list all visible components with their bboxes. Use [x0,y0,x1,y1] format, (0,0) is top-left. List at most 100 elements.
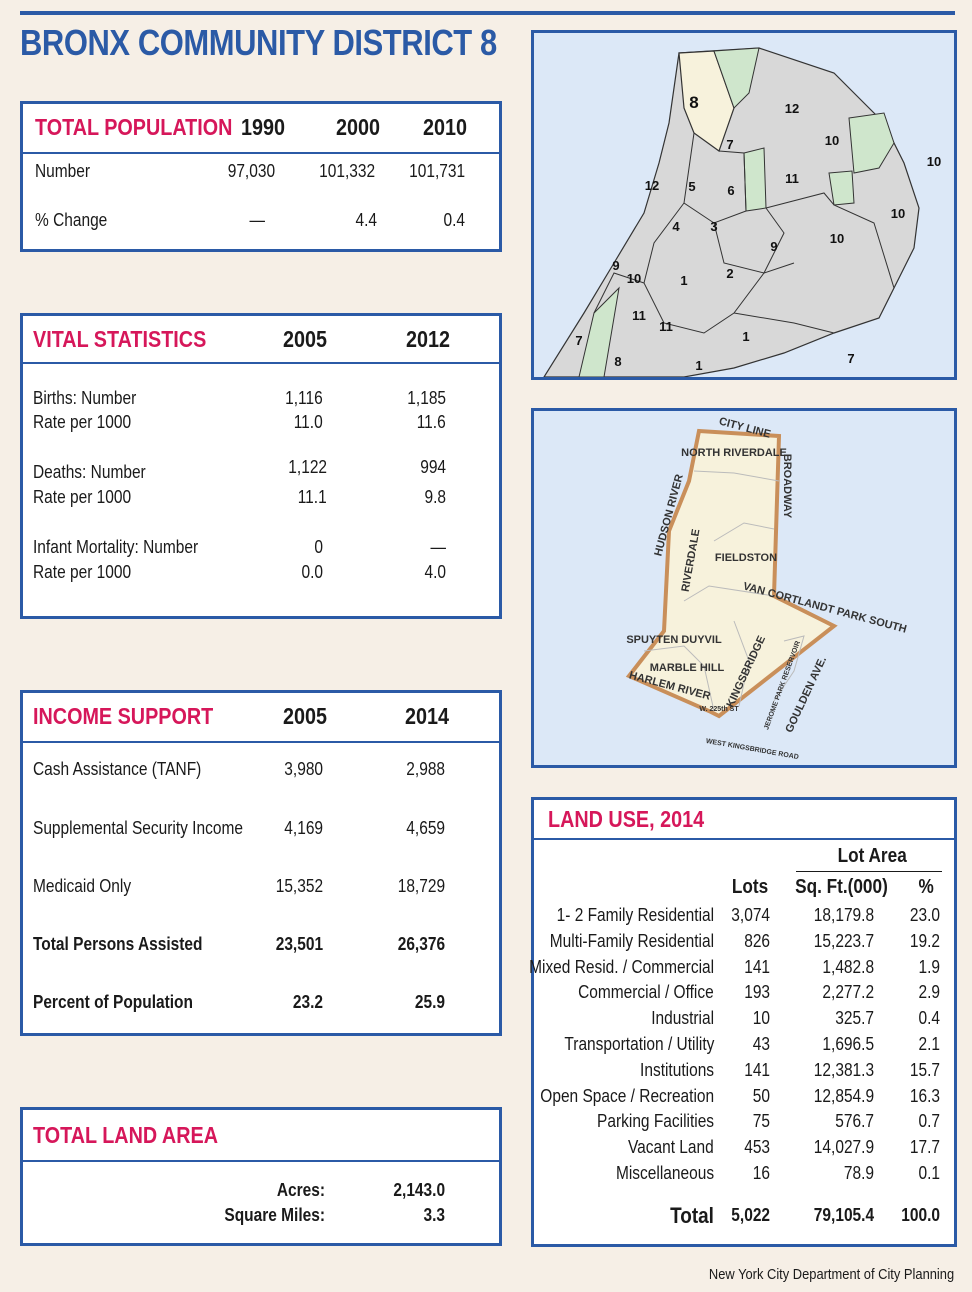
income-row-label: Total Persons Assisted [33,934,203,954]
land-use-heading: LAND USE, 2014 [548,806,705,832]
district-number-label: 11 [659,319,673,334]
land-use-total-label: Total [670,1203,714,1228]
land-use-total-pct: 100.0 [901,1205,940,1225]
park-area [743,147,767,212]
land-use-pct: 0.4 [918,1008,940,1029]
district-number-label: 1 [695,358,702,373]
income-row-label: Cash Assistance (TANF) [33,759,202,779]
population-row-label: Number [35,161,91,181]
vital-value: 994 [420,457,446,477]
land-use-pct: 2.1 [918,1034,940,1054]
vital-row-label: Rate per 1000 [33,562,132,582]
land-use-row-label: Open Space / Recreation [540,1085,714,1106]
land-area-header: TOTAL LAND AREA [23,1110,499,1162]
land-use-area: 18,179.8 [813,905,874,925]
land-use-pct: 19.2 [909,930,940,951]
income-row-label: Medicaid Only [33,876,132,896]
vital-value: 0.0 [301,562,323,582]
vital-statistics-table: VITAL STATISTICS 2005 2012 Births: Numbe… [20,313,502,619]
district-number-label: 7 [575,333,582,348]
column-header-lots: Lots [731,876,768,898]
land-use-lots: 453 [744,1137,770,1158]
land-use-area: 14,027.9 [813,1137,874,1158]
vital-value: 1,122 [288,457,327,477]
vital-header: VITAL STATISTICS 2005 2012 [23,316,499,364]
income-heading: INCOME SUPPORT [33,703,214,729]
income-value: 2,988 [406,759,445,779]
income-value: 4,659 [406,818,445,838]
district-number-label: 10 [830,231,844,246]
population-value: 0.4 [443,210,465,230]
neighborhood-label: WEST KINGSBRIDGE ROAD [705,738,799,761]
population-year-2010: 2010 [422,114,467,140]
income-value: 23.2 [292,992,323,1012]
income-value: 3,980 [284,759,323,779]
vital-row-label: Infant Mortality: Number [33,537,199,557]
district-number-label: 9 [612,258,619,273]
land-use-row-label: Multi-Family Residential [549,930,714,951]
column-header-pct: % [918,876,934,898]
vital-value: — [430,537,446,557]
district-number-label: 12 [785,101,799,116]
income-value: 4,169 [284,818,323,838]
land-area-heading: TOTAL LAND AREA [33,1122,218,1148]
population-value: 101,332 [319,161,375,181]
neighborhood-label: FIELDSTON [715,552,777,564]
district-number-label: 10 [891,206,905,221]
neighborhood-label: SPUYTEN DUYVIL [626,634,722,646]
district-number-label: 8 [614,354,621,369]
land-area-label: Acres: [276,1180,325,1200]
land-use-row-label: Industrial [651,1008,714,1029]
vital-value: 0 [314,537,323,557]
neighborhood-lines [643,470,805,712]
income-value: 15,352 [275,876,323,896]
land-use-area: 1,696.5 [822,1034,874,1054]
district-number-label: 3 [710,219,717,234]
district-number-label: 7 [847,351,854,366]
vital-row-label: Rate per 1000 [33,412,132,432]
neighborhood-label: BROADWAY [781,454,793,519]
district-number-label: 4 [672,219,680,234]
neighborhood-label: MARBLE HILL [650,662,725,674]
land-use-pct: 17.7 [909,1137,940,1158]
land-use-lots: 16 [752,1163,770,1183]
vital-value: 11.6 [417,412,446,432]
district-number-label: 5 [688,179,695,194]
income-row-label: Supplemental Security Income [33,818,243,838]
land-use-row-label: Miscellaneous [615,1163,714,1183]
land-area-label: Square Miles: [224,1205,325,1225]
land-use-pct: 1.9 [918,956,940,977]
land-use-row-label: Vacant Land [628,1137,714,1158]
column-header-area: Sq. Ft.(000) [795,876,888,898]
land-use-lots: 10 [752,1008,770,1029]
vital-row-label: Births: Number [33,388,137,408]
population-table: TOTAL POPULATION 1990 2000 2010 Number 9… [20,101,502,252]
land-use-header: LAND USE, 2014 [534,800,954,840]
income-header: INCOME SUPPORT 2005 2014 [23,693,499,743]
land-use-pct: 15.7 [909,1059,940,1080]
income-year-2005: 2005 [282,703,327,729]
land-use-lots: 826 [744,930,770,951]
income-value: 25.9 [414,992,445,1012]
park-area [848,112,895,174]
income-year-2014: 2014 [404,703,449,729]
population-year-2000: 2000 [335,114,380,140]
group-header-rule [796,871,942,872]
income-value: 23,501 [275,934,323,954]
vital-value: 11.1 [298,487,327,507]
land-use-pct: 0.7 [918,1111,940,1132]
land-use-pct: 0.1 [918,1163,940,1183]
district-number-label: 10 [927,154,941,169]
land-use-lots: 141 [744,1059,770,1080]
land-use-pct: 16.3 [909,1085,940,1106]
land-area-value: 2,143.0 [393,1180,445,1200]
land-use-total-lots: 5,022 [731,1205,770,1225]
income-value: 18,729 [397,876,445,896]
top-rule [20,11,955,15]
district-number-label: 1 [680,273,687,288]
land-use-row-label: Mixed Resid. / Commercial [529,956,714,977]
district-number-label: 2 [726,266,733,281]
footer-credit: New York City Department of City Plannin… [708,1266,954,1283]
